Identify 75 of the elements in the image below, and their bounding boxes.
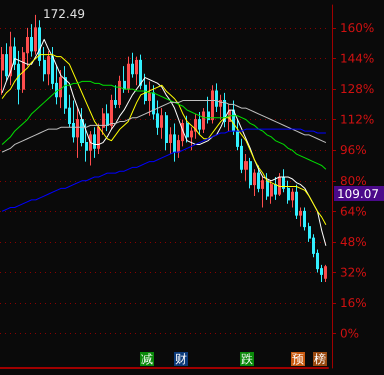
candlestick — [253, 168, 256, 197]
candlestick — [148, 80, 151, 116]
candlestick — [278, 172, 281, 197]
candlestick — [266, 172, 269, 200]
candlestick — [270, 180, 273, 204]
annotation: 榜 — [314, 352, 326, 366]
annotation: 减 — [141, 352, 153, 366]
candlestick — [47, 50, 50, 86]
candlestick — [106, 104, 109, 132]
candlestick — [118, 75, 121, 109]
candlestick — [5, 42, 8, 82]
candlestick — [198, 111, 201, 136]
candlestick — [110, 94, 113, 130]
candlestick — [97, 122, 100, 155]
candlestick — [93, 126, 96, 158]
y-tick-label: 128% — [340, 82, 374, 96]
candlestick — [169, 126, 172, 155]
line-series — [2, 128, 326, 212]
candlestick — [215, 82, 218, 112]
line-series — [2, 80, 326, 170]
y-tick-label: 0% — [340, 326, 360, 341]
candlestick — [211, 84, 214, 124]
y-tick-label: 32% — [340, 265, 367, 280]
y-tick-label: 144% — [340, 51, 374, 66]
candlestick — [139, 54, 142, 90]
candlestick — [257, 164, 260, 193]
candlestick — [9, 31, 12, 86]
annotation: 预 — [292, 352, 304, 366]
annotation: 财 — [175, 352, 187, 366]
y-tick-label: 48% — [340, 234, 367, 249]
y-tick-label: 160% — [340, 20, 374, 35]
candlestick — [249, 157, 252, 189]
candlestick — [219, 94, 222, 120]
candlestick — [131, 52, 134, 78]
candlestick — [291, 188, 294, 208]
candlestick — [114, 84, 117, 109]
candlestick — [43, 46, 46, 82]
candlestick — [165, 111, 168, 151]
y-tick-label: 112% — [340, 112, 374, 127]
candlestick — [299, 207, 302, 228]
candlestick — [135, 56, 138, 86]
candlestick — [324, 264, 327, 283]
y-tick-label: 64% — [340, 204, 367, 218]
candlestick — [76, 108, 79, 158]
candlestick — [261, 176, 264, 208]
candlestick — [89, 130, 92, 166]
candlestick — [34, 14, 37, 56]
candlestick — [59, 69, 62, 109]
candlestick — [202, 108, 205, 134]
candlestick — [127, 56, 130, 94]
line-series — [2, 100, 326, 153]
candlestick — [274, 176, 277, 200]
text: 109.07 — [337, 187, 379, 201]
candlestick — [173, 122, 176, 162]
candlestick — [102, 108, 105, 136]
y-tick-label: 80% — [340, 174, 367, 188]
candlestick — [295, 184, 298, 220]
y-tick-label: 16% — [340, 296, 367, 310]
candlestick — [287, 180, 290, 204]
candlestick — [303, 207, 306, 231]
y-tick-label: 96% — [340, 143, 367, 158]
annotation: 跌 — [241, 352, 253, 366]
candlestick — [30, 24, 33, 58]
line-series — [2, 38, 326, 246]
line-series — [2, 54, 326, 226]
candlestick — [160, 108, 163, 140]
candlestick — [282, 168, 285, 193]
candlestick — [144, 73, 147, 105]
candlestick — [207, 96, 210, 124]
candlestick — [186, 115, 189, 144]
candlestick — [38, 20, 41, 67]
annotation: 172.49 — [43, 7, 85, 21]
candlestick — [244, 154, 248, 182]
candlestick — [1, 46, 4, 96]
candlestick — [123, 66, 126, 94]
